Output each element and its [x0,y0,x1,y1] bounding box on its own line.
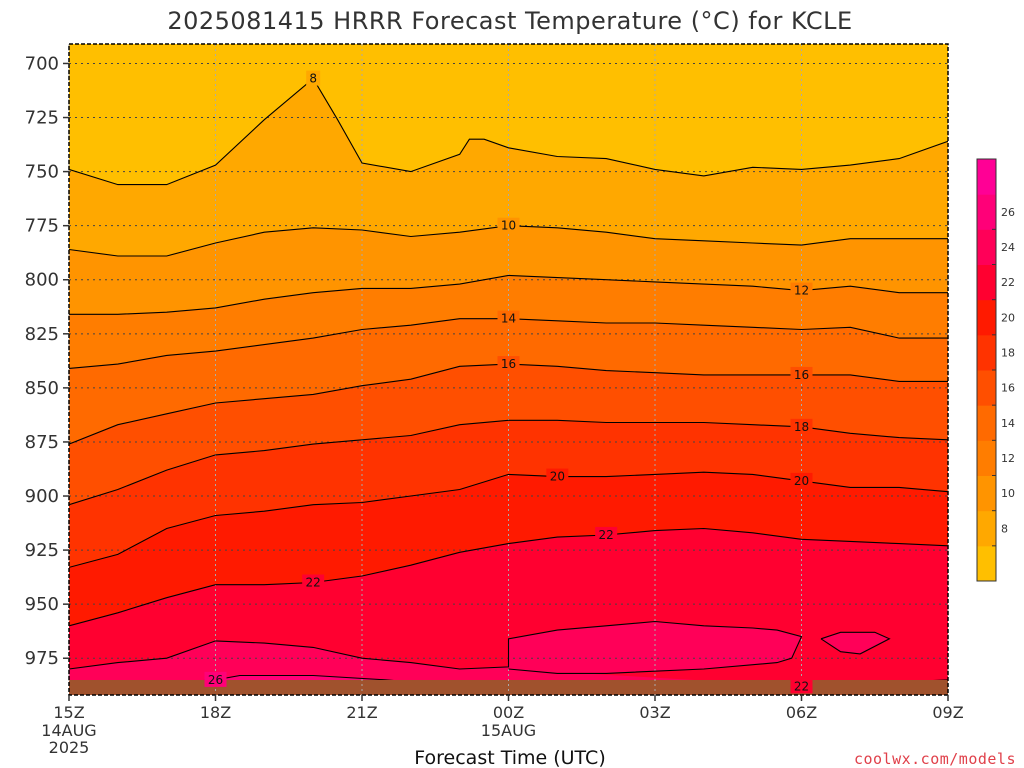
contour-label: 16 [501,357,516,371]
contour-line-8 [69,77,948,186]
y-axis: 700 725 750 775 800 825 850 875 900 925 950 975 [25,53,69,669]
contour-label-bg [546,468,569,484]
colorbar-label: 24 [1001,241,1015,254]
contour-label-bg [204,671,227,687]
contour-label-bg [306,70,321,86]
y-tick-label: 850 [25,378,59,399]
fill-above-24 [69,621,802,680]
contour-label: 22 [306,576,321,590]
colorbar-swatch [977,370,996,406]
colorbar-swatch [977,194,996,230]
contour-label: 22 [794,679,809,693]
y-tick-label: 700 [25,53,59,74]
contour-line-26 [203,674,394,680]
y-tick-label: 750 [25,162,59,183]
credit-text: coolwx.com/models [854,750,1016,768]
colorbar-swatch [977,510,996,547]
y-tick-label: 825 [25,324,59,345]
contour-label-bg [790,472,813,488]
contour-label: 10 [501,219,516,233]
x-tick-sublabel: 2025 [49,738,90,757]
colorbar-swatch [977,545,996,582]
fill-region-24 [821,632,890,654]
x-tick-label: 03Z [639,703,670,722]
contour-label-bg [595,526,618,542]
x-tick-label: 09Z [932,703,963,722]
colorbar-swatch [977,440,996,476]
y-tick-label: 875 [25,432,59,453]
colorbar-label: 26 [1001,206,1015,219]
colorbar-swatch [977,475,996,512]
x-tick-label: 06Z [786,703,817,722]
contour-label: 20 [794,474,809,488]
y-tick-label: 725 [25,108,59,129]
colorbar-label: 12 [1001,452,1015,465]
colorbar-swatch [977,405,996,441]
contour-labels: 8 10 12 14 16 16 18 20 20 22 22 22 26 [204,70,813,694]
contour-label-bg [790,678,813,694]
colorbar-swatch [977,264,996,301]
contour-label-bg [790,418,813,434]
fill-region-26 [213,675,388,680]
contour-label-bg [497,310,520,326]
contour-label: 22 [599,528,614,542]
y-tick-label: 900 [25,486,59,507]
contour-line-24 [820,631,891,655]
colorbar-label: 10 [1001,487,1015,500]
contour-label-bg [302,574,325,590]
colorbar-label: 20 [1001,311,1015,324]
colorbar: 8 10 12 14 16 18 20 22 24 26 [976,158,1015,582]
x-tick-sublabel: 14AUG [41,721,96,740]
x-tick-label: 15Z [53,703,84,722]
x-tick-label: 00Z [493,703,524,722]
y-tick-label: 800 [25,270,59,291]
colorbar-label: 14 [1001,417,1015,430]
contour-label: 18 [794,420,809,434]
contour-label: 26 [208,673,223,687]
chart-title: 2025081415 HRRR Forecast Temperature (°C… [167,7,852,35]
colorbar-swatch [977,159,996,195]
colorbar-label: 8 [1001,522,1008,535]
colorbar-swatch [977,229,996,265]
x-axis-label: Forecast Time (UTC) [414,747,605,768]
x-tick-sublabel: 15AUG [481,721,536,740]
contour-label-bg [497,356,520,372]
contour-label: 20 [550,470,565,484]
colorbar-label: 16 [1001,382,1015,395]
colorbar-swatch [977,299,996,336]
colorbar-label: 18 [1001,346,1015,359]
contour-label: 16 [794,368,809,382]
contour-label-bg [497,217,520,233]
contour-label: 12 [794,284,809,298]
x-tick-label: 18Z [200,703,231,722]
contour-label: 8 [309,72,317,86]
y-tick-label: 925 [25,540,59,561]
colorbar-swatch [977,334,996,371]
contour-line-22 [69,527,948,627]
contour-line-24 [69,620,803,674]
contour-label-bg [790,282,813,298]
y-tick-label: 975 [25,648,59,669]
surface-band [69,680,948,695]
colorbar-label: 22 [1001,276,1015,289]
contour-label-bg [790,366,813,382]
contour-label: 14 [501,312,516,326]
y-tick-label: 950 [25,594,59,615]
temperature-fill-layer [69,44,948,680]
y-tick-label: 775 [25,216,59,237]
x-tick-label: 21Z [346,703,377,722]
